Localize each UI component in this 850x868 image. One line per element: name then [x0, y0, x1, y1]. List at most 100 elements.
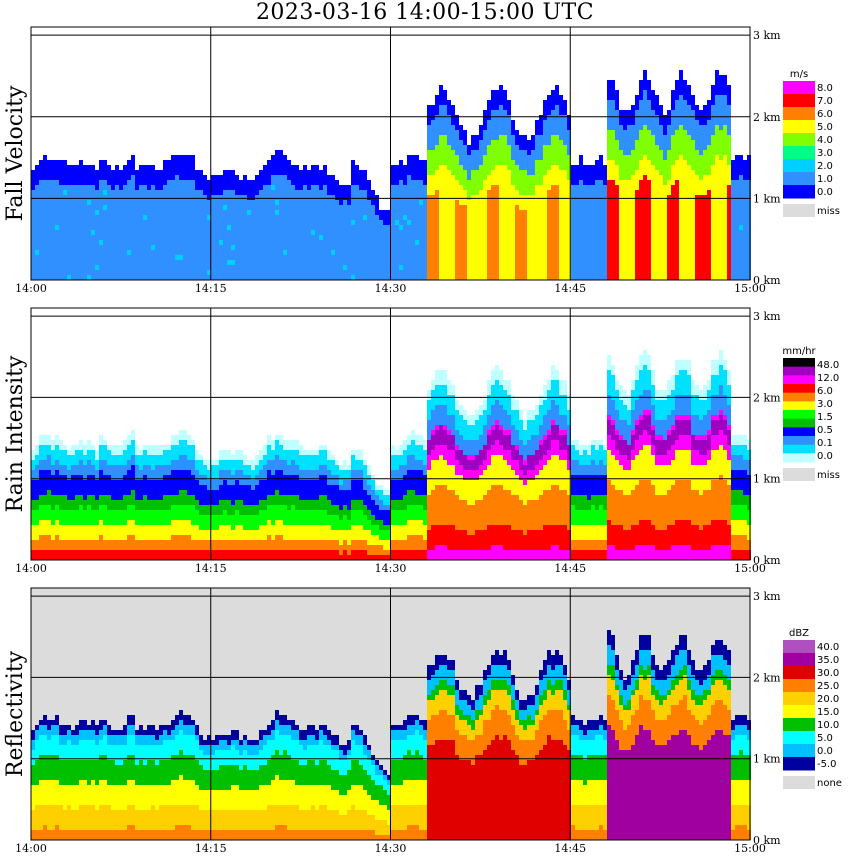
heatmap-cell: [487, 175, 491, 180]
heatmap-cell: [339, 240, 343, 245]
heatmap-cell: [559, 105, 563, 110]
heatmap-cell: [439, 235, 443, 240]
heatmap-cell: [511, 125, 515, 130]
heatmap-cell: [539, 185, 543, 190]
heatmap-cell: [39, 205, 43, 210]
heatmap-cell: [647, 80, 651, 85]
heatmap-cell: [431, 125, 435, 130]
heatmap-cell: [683, 230, 687, 235]
heatmap-cell: [503, 105, 507, 110]
heatmap-cell: [391, 270, 395, 275]
heatmap-cell: [151, 255, 155, 260]
heatmap-cell: [435, 115, 439, 120]
heatmap-cell: [739, 230, 743, 235]
heatmap-cell: [183, 265, 187, 270]
heatmap-cell: [671, 140, 675, 145]
heatmap-cell: [127, 160, 131, 165]
heatmap-cell: [667, 255, 671, 260]
heatmap-cell: [603, 175, 607, 180]
heatmap-cell: [691, 95, 695, 100]
heatmap-cell: [727, 140, 731, 145]
heatmap-cell: [547, 215, 551, 220]
heatmap-cell: [579, 225, 583, 230]
heatmap-cell: [495, 90, 499, 95]
heatmap-cell: [631, 260, 635, 265]
heatmap-cell: [323, 235, 327, 240]
heatmap-cell: [515, 155, 519, 160]
heatmap-cell: [59, 240, 63, 245]
heatmap-cell: [507, 250, 511, 255]
heatmap-cell: [643, 115, 647, 120]
heatmap-cell: [387, 225, 391, 230]
heatmap-cell: [43, 275, 47, 280]
heatmap-cell: [439, 190, 443, 195]
heatmap-cell: [131, 250, 135, 255]
heatmap-cell: [63, 235, 67, 240]
heatmap-cell: [175, 175, 179, 180]
heatmap-cell: [335, 180, 339, 185]
heatmap-cell: [355, 195, 359, 200]
heatmap-cell: [575, 270, 579, 275]
heatmap-cell: [643, 215, 647, 220]
heatmap-cell: [363, 200, 367, 205]
heatmap-cell: [115, 165, 119, 170]
heatmap-cell: [719, 245, 723, 250]
heatmap-cell: [527, 205, 531, 210]
heatmap-cell: [483, 195, 487, 200]
heatmap-cell: [635, 210, 639, 215]
heatmap-cell: [675, 115, 679, 120]
heatmap-cell: [623, 265, 627, 270]
heatmap-cell: [535, 215, 539, 220]
heatmap-cell: [179, 155, 183, 160]
heatmap-cell: [499, 115, 503, 120]
heatmap-cell: [539, 240, 543, 245]
heatmap-cell: [135, 170, 139, 175]
heatmap-cell: [623, 160, 627, 165]
heatmap-cell: [31, 220, 35, 225]
heatmap-cell: [351, 165, 355, 170]
heatmap-cell: [427, 165, 431, 170]
heatmap-cell: [235, 215, 239, 220]
heatmap-cell: [595, 260, 599, 265]
heatmap-cell: [51, 240, 55, 245]
heatmap-cell: [167, 200, 171, 205]
heatmap-cell: [659, 245, 663, 250]
heatmap-cell: [607, 95, 611, 100]
heatmap-cell: [271, 210, 275, 215]
heatmap-cell: [31, 210, 35, 215]
heatmap-cell: [151, 275, 155, 280]
heatmap-cell: [431, 175, 435, 180]
heatmap-cell: [479, 165, 483, 170]
heatmap-cell: [303, 270, 307, 275]
heatmap-cell: [543, 120, 547, 125]
heatmap-cell: [603, 170, 607, 175]
heatmap-cell: [415, 235, 419, 240]
heatmap-cell: [735, 245, 739, 250]
heatmap-cell: [611, 110, 615, 115]
heatmap-cell: [675, 160, 679, 165]
heatmap-cell: [623, 270, 627, 275]
heatmap-cell: [411, 270, 415, 275]
heatmap-cell: [743, 165, 747, 170]
heatmap-cell: [599, 250, 603, 255]
heatmap-cell: [587, 270, 591, 275]
heatmap-cell: [499, 200, 503, 205]
heatmap-cell: [391, 230, 395, 235]
heatmap-cell: [359, 190, 363, 195]
heatmap-cell: [655, 240, 659, 245]
heatmap-cell: [723, 120, 727, 125]
heatmap-cell: [223, 205, 227, 210]
heatmap-cell: [107, 215, 111, 220]
heatmap-cell: [667, 175, 671, 180]
heatmap-cell: [139, 240, 143, 245]
heatmap-cell: [203, 220, 207, 225]
heatmap-cell: [67, 260, 71, 265]
heatmap-cell: [467, 240, 471, 245]
heatmap-cell: [359, 240, 363, 245]
heatmap-cell: [455, 120, 459, 125]
heatmap-cell: [579, 270, 583, 275]
heatmap-cell: [639, 195, 643, 200]
heatmap-cell: [507, 210, 511, 215]
heatmap-cell: [459, 125, 463, 130]
heatmap-cell: [447, 205, 451, 210]
